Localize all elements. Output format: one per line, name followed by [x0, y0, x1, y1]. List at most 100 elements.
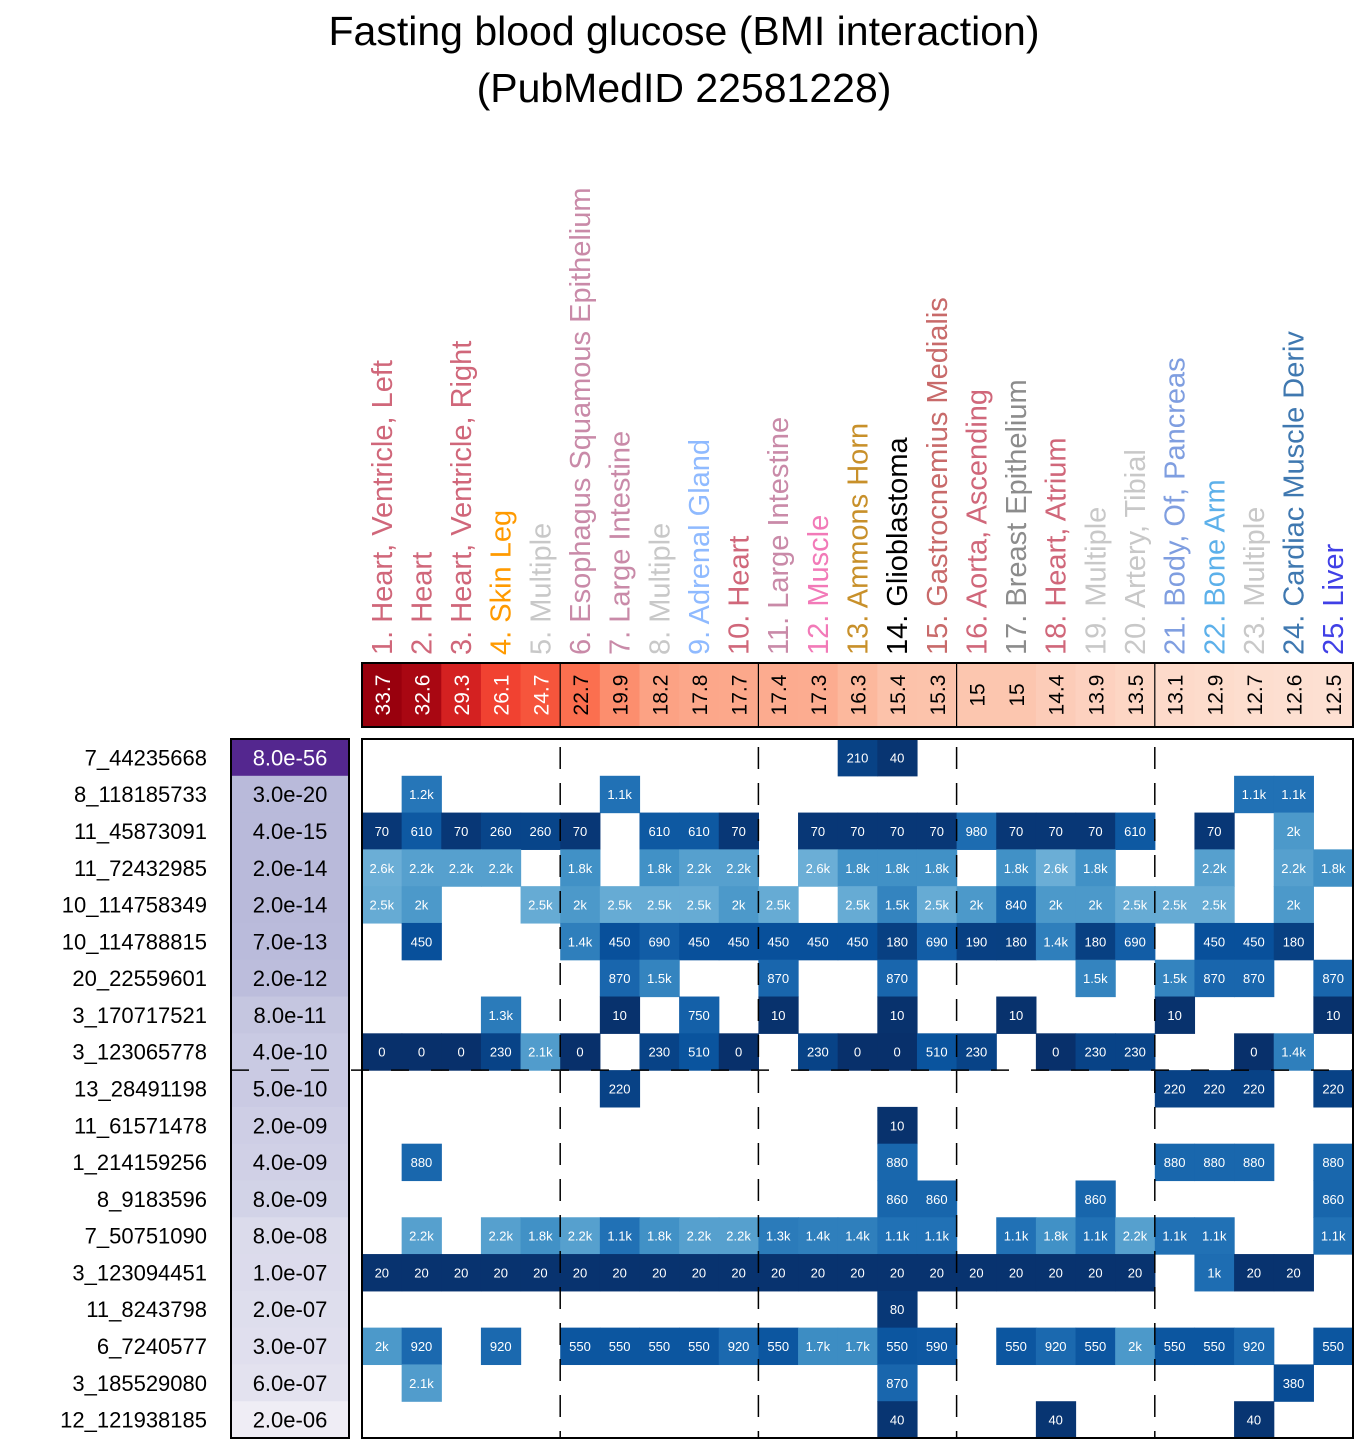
cell-value: 920 [728, 1339, 750, 1354]
cell-value: 180 [1283, 934, 1305, 949]
heatmap-cell [877, 1180, 918, 1218]
cell-value: 10 [890, 1118, 904, 1133]
heatmap-cell [599, 959, 641, 998]
pvalue-label: 3.0e-20 [253, 782, 328, 807]
heatmap-cell [362, 886, 403, 924]
heatmap-cell [599, 1070, 641, 1108]
heatmap-cell [956, 886, 997, 924]
heatmap-cell [758, 886, 799, 924]
heatmap-cell [401, 812, 442, 850]
cell-value: 70 [1207, 824, 1221, 839]
cell-value: 1.1k [607, 787, 632, 802]
cell-value: 0 [1052, 1045, 1059, 1060]
heatmap-cell [480, 1033, 522, 1071]
column-label: 21. Body, Of, Pancreas [1160, 357, 1192, 655]
heatmap-cell [798, 1254, 839, 1292]
heatmap-cell [679, 996, 720, 1034]
heatmap-cell [916, 1327, 958, 1366]
heatmap-cell [758, 1217, 799, 1255]
cell-value: 1.7k [806, 1339, 831, 1354]
score-cell [520, 663, 561, 727]
heatmap-cell [639, 922, 680, 961]
heatmap-cell [1313, 1143, 1354, 1182]
heatmap-cell [679, 1033, 720, 1071]
pvalue-cell [231, 1401, 349, 1439]
score-label: 12.7 [1244, 675, 1267, 716]
cell-value: 20 [573, 1265, 587, 1280]
cell-value: 70 [1048, 824, 1062, 839]
cell-value: 1.1k [924, 1229, 949, 1244]
score-label: 15 [966, 683, 989, 706]
column-label: 12. Muscle [803, 515, 835, 655]
heatmap-cell [1234, 922, 1275, 961]
score-label: 13.1 [1165, 675, 1188, 716]
score-label: 19.9 [610, 675, 633, 716]
score-cell [1313, 663, 1354, 727]
cell-value: 220 [609, 1082, 631, 1097]
pvalue-label: 7.0e-13 [253, 929, 328, 954]
cell-value: 10 [771, 1008, 785, 1023]
heatmap-cell [599, 922, 641, 961]
cell-value: 20 [652, 1265, 666, 1280]
cell-value: 610 [411, 824, 433, 839]
snp-label: 6_7240577 [97, 1334, 207, 1359]
cell-value: 870 [886, 971, 908, 986]
heatmap-cell [798, 812, 839, 850]
pvalue-column: 8.0e-56 3.0e-20 4.0e-15 2.0e-14 2.0e-14 7.0e-… [230, 738, 350, 1439]
heatmap-cell [837, 1217, 878, 1255]
cell-value: 220 [1322, 1082, 1344, 1097]
cell-value: 20 [969, 1265, 983, 1280]
heatmap-cell [996, 849, 1037, 887]
score-cell [758, 663, 799, 727]
cell-value: 2k [1287, 824, 1301, 839]
heatmap-cell [1075, 1180, 1116, 1218]
score-cell [956, 663, 997, 727]
cell-value: 1.1k [1162, 1229, 1187, 1244]
cell-value: 1.4k [1043, 934, 1068, 949]
cell-value: 1.1k [1321, 1229, 1346, 1244]
pvalue-cell [231, 1180, 349, 1218]
cell-value: 1.5k [1162, 971, 1187, 986]
cell-value: 2k [970, 898, 984, 913]
heatmap-cell [401, 1327, 442, 1366]
chart-title: Fasting blood glucose (BMI interaction) [328, 8, 1039, 54]
heatmap-cell [877, 1401, 918, 1439]
cell-value: 70 [731, 824, 745, 839]
cell-value: 180 [1005, 934, 1027, 949]
cell-value: 870 [767, 971, 789, 986]
heatmap-cell [560, 922, 601, 961]
cell-value: 20 [1286, 1265, 1300, 1280]
cell-value: 70 [811, 824, 825, 839]
cell-value: 450 [688, 934, 710, 949]
heatmap-cell [1154, 886, 1196, 924]
cell-value: 550 [886, 1339, 908, 1354]
cell-value: 1.1k [1281, 787, 1306, 802]
heatmap-cell [480, 1217, 522, 1255]
cell-value: 2.5k [687, 898, 712, 913]
cell-value: 1.1k [1242, 787, 1267, 802]
heatmap-cell [1194, 1217, 1235, 1255]
heatmap-cell [401, 1254, 442, 1292]
heatmap-cell [599, 1254, 641, 1292]
cell-value: 2k [573, 898, 587, 913]
score-label: 17.7 [729, 675, 752, 716]
cell-value: 260 [530, 824, 552, 839]
cell-value: 1.8k [924, 861, 949, 876]
pvalue-label: 2.0e-09 [253, 1113, 328, 1138]
cell-value: 1.4k [845, 1229, 870, 1244]
cell-value: 2k [375, 1339, 389, 1354]
score-cell [996, 663, 1037, 727]
cell-value: 450 [847, 934, 869, 949]
cell-value: 550 [688, 1339, 710, 1354]
heatmap-cell [1035, 1327, 1077, 1366]
snp-label: 11_45873091 [74, 819, 207, 844]
heatmap-cell [1075, 1254, 1116, 1292]
heatmap-cell [401, 886, 442, 924]
score-label: 15 [1006, 683, 1029, 706]
cell-value: 0 [457, 1045, 464, 1060]
pvalue-label: 8.0e-56 [253, 745, 328, 770]
cell-value: 1.5k [885, 898, 910, 913]
heatmap-cell [1035, 886, 1077, 924]
score-label: 16.3 [848, 675, 871, 716]
cell-value: 2.5k [845, 898, 870, 913]
